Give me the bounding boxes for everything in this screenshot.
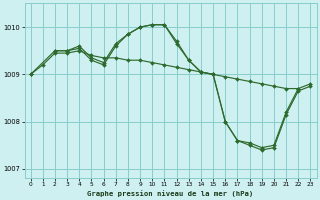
X-axis label: Graphe pression niveau de la mer (hPa): Graphe pression niveau de la mer (hPa): [87, 190, 254, 197]
